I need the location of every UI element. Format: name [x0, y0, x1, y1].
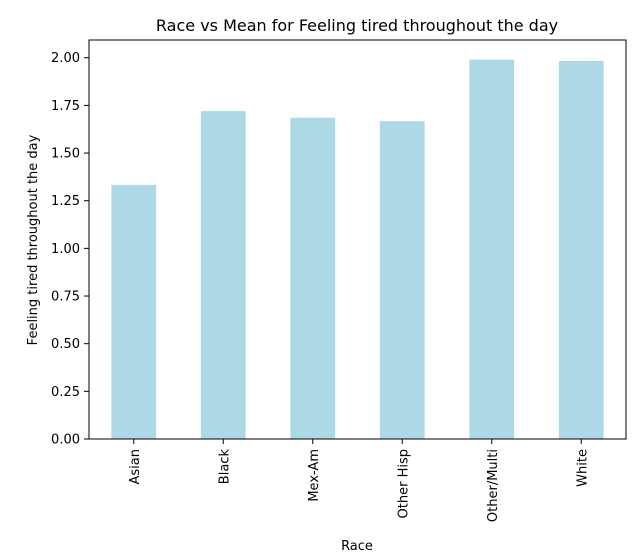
- y-tick-label: 1.50: [51, 147, 80, 162]
- y-tick-label: 1.75: [51, 99, 80, 114]
- y-axis-label: Feeling tired throughout the day: [26, 134, 41, 345]
- bar-black: [200, 111, 246, 439]
- chart-title: Race vs Mean for Feeling tired throughou…: [156, 16, 558, 35]
- x-tick-label: Mex-Am: [307, 449, 322, 502]
- y-tick-label: 2.00: [51, 51, 80, 66]
- y-tick-label: 1.25: [51, 194, 80, 209]
- bar-other-hisp: [379, 121, 425, 440]
- bar-white: [558, 60, 604, 439]
- y-tick-label: 0.75: [51, 290, 80, 305]
- y-tick-label: 0.25: [51, 385, 80, 400]
- x-tick-label: Black: [217, 449, 232, 485]
- x-tick-label: Other Hisp: [396, 449, 411, 518]
- bar-mex-am: [290, 117, 336, 439]
- y-tick-label: 1.00: [51, 242, 80, 257]
- x-tick-label: Other/Multi: [486, 449, 501, 522]
- y-tick-label: 0.50: [51, 337, 80, 352]
- x-tick-label: White: [575, 449, 590, 487]
- x-axis-label: Race: [341, 539, 373, 554]
- bars-group: [111, 59, 604, 440]
- bar-asian: [111, 184, 157, 439]
- plot-frame: [88, 39, 627, 440]
- y-tick-label: 0.00: [51, 433, 80, 448]
- x-tick-label: Asian: [128, 449, 143, 484]
- y-axis: 0.00 0.25 0.50 0.75 1.00 1.25 1.50 1.75 2.00: [51, 51, 89, 448]
- x-axis: Asian Black Mex-Am Other Hisp Other/Multi Whi…: [128, 439, 590, 522]
- bar-other-multi: [469, 59, 515, 440]
